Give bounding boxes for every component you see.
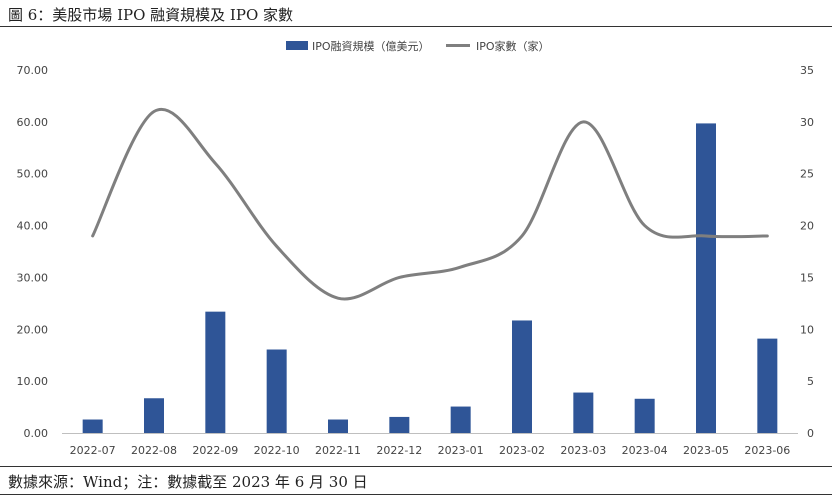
- legend: IPO融資規模（億美元） IPO家數（家）: [286, 39, 550, 53]
- y-left-tick-label: 50.00: [17, 168, 49, 181]
- title-rule: [0, 26, 832, 27]
- legend-bar-label: IPO融資規模（億美元）: [312, 39, 430, 53]
- y-axis-left: 0.00 10.00 20.00 30.00 40.00 50.00 60.00 70.00: [17, 64, 49, 440]
- bar: [328, 419, 348, 433]
- x-tick-label: 2023-03: [560, 444, 606, 457]
- y-right-tick-label: 5: [807, 375, 814, 388]
- legend-bar-swatch: [286, 41, 308, 50]
- bar: [573, 392, 594, 433]
- y-right-tick-label: 10: [800, 323, 814, 336]
- x-axis: 2022-07 2022-08 2022-09 2022-10 2022-11 2022-…: [62, 433, 798, 457]
- bar: [696, 123, 716, 434]
- y-right-tick-label: 25: [800, 168, 814, 181]
- figure-source: 數據來源：Wind；注：數據截至 2023 年 6 月 30 日: [8, 473, 368, 491]
- line-series: [91, 107, 769, 301]
- x-tick-label: 2022-08: [131, 444, 177, 457]
- y-right-tick-label: 30: [800, 116, 814, 129]
- line-series-path: [91, 107, 769, 301]
- bar: [757, 338, 778, 433]
- x-tick-label: 2023-05: [683, 444, 729, 457]
- figure-title: 圖 6：美股市場 IPO 融資規模及 IPO 家數: [8, 6, 294, 24]
- bar: [512, 320, 532, 433]
- x-tick-label: 2023-02: [499, 444, 545, 457]
- y-left-tick-label: 60.00: [17, 116, 49, 129]
- bar-series: [82, 123, 778, 434]
- y-left-tick-label: 10.00: [17, 375, 49, 388]
- y-right-tick-label: 15: [800, 271, 814, 284]
- y-axis-right: 0 5 10 15 20 25 30 35: [800, 64, 814, 440]
- source-rule-bottom: [0, 494, 832, 495]
- y-right-tick-label: 0: [807, 427, 814, 440]
- chart: IPO融資規模（億美元） IPO家數（家） 0.00 10.00 20.00 30.00…: [17, 39, 815, 457]
- y-left-tick-label: 30.00: [17, 271, 49, 284]
- y-right-tick-label: 20: [800, 220, 814, 233]
- x-tick-label: 2022-12: [376, 444, 422, 457]
- source-rule-top: [0, 466, 832, 467]
- x-tick-label: 2023-06: [744, 444, 790, 457]
- x-tick-label: 2022-07: [70, 444, 116, 457]
- x-tick-label: 2022-09: [192, 444, 238, 457]
- bar: [450, 406, 471, 433]
- legend-line-label: IPO家數（家）: [476, 39, 550, 53]
- x-tick-label: 2022-11: [315, 444, 361, 457]
- bar: [389, 416, 410, 433]
- bar: [205, 311, 226, 433]
- x-tick-label: 2022-10: [254, 444, 300, 457]
- y-left-tick-label: 70.00: [17, 64, 49, 77]
- x-tick-label: 2023-01: [438, 444, 484, 457]
- y-left-tick-label: 40.00: [17, 220, 49, 233]
- y-left-tick-label: 0.00: [24, 427, 49, 440]
- bar: [266, 349, 287, 433]
- y-right-tick-label: 35: [800, 64, 814, 77]
- bar: [82, 419, 103, 433]
- y-left-tick-label: 20.00: [17, 323, 49, 336]
- bar: [144, 398, 164, 433]
- x-tick-label: 2023-04: [622, 444, 668, 457]
- bar: [634, 398, 655, 433]
